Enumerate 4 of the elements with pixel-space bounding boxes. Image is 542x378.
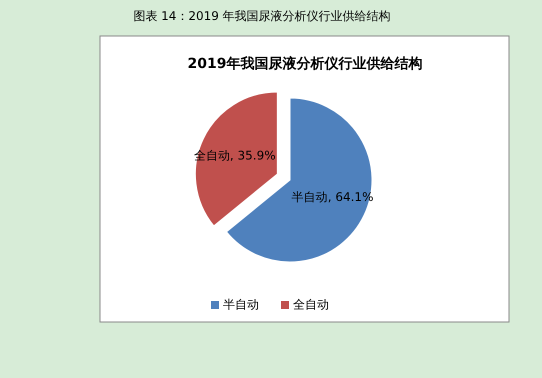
legend-label: 全自动 — [293, 297, 329, 312]
legend-label: 半自动 — [223, 297, 259, 312]
text: 图表 14：2019 年我国尿液分析仪行业供给结构 — [133, 9, 391, 23]
chart-title: 2019年我国尿液分析仪行业供给结构 — [188, 55, 422, 72]
